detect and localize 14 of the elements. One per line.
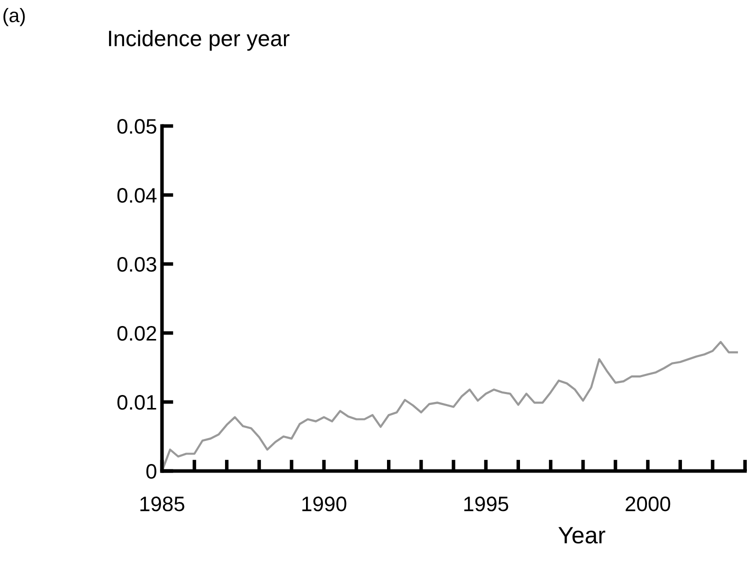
y-tick-label: 0.01	[117, 395, 156, 410]
y-axis-title: Incidence per year	[109, 30, 290, 51]
x-tick-label: 1985	[140, 496, 184, 512]
text: (a)	[3, 8, 25, 26]
y-tick-label: 0	[146, 464, 156, 479]
y-tick-label: 0.03	[117, 257, 156, 272]
y-tick-label: 0.05	[117, 119, 156, 134]
x-tick-label: 1990	[302, 496, 346, 512]
line-series	[160, 340, 738, 472]
x-tick-label: 2000	[626, 496, 670, 512]
x-axis-title: Year	[558, 527, 606, 544]
y-tick-label: 0.04	[117, 188, 157, 203]
y-tick-label: 0.02	[117, 326, 156, 341]
x-tick-label: 1995	[464, 496, 508, 512]
